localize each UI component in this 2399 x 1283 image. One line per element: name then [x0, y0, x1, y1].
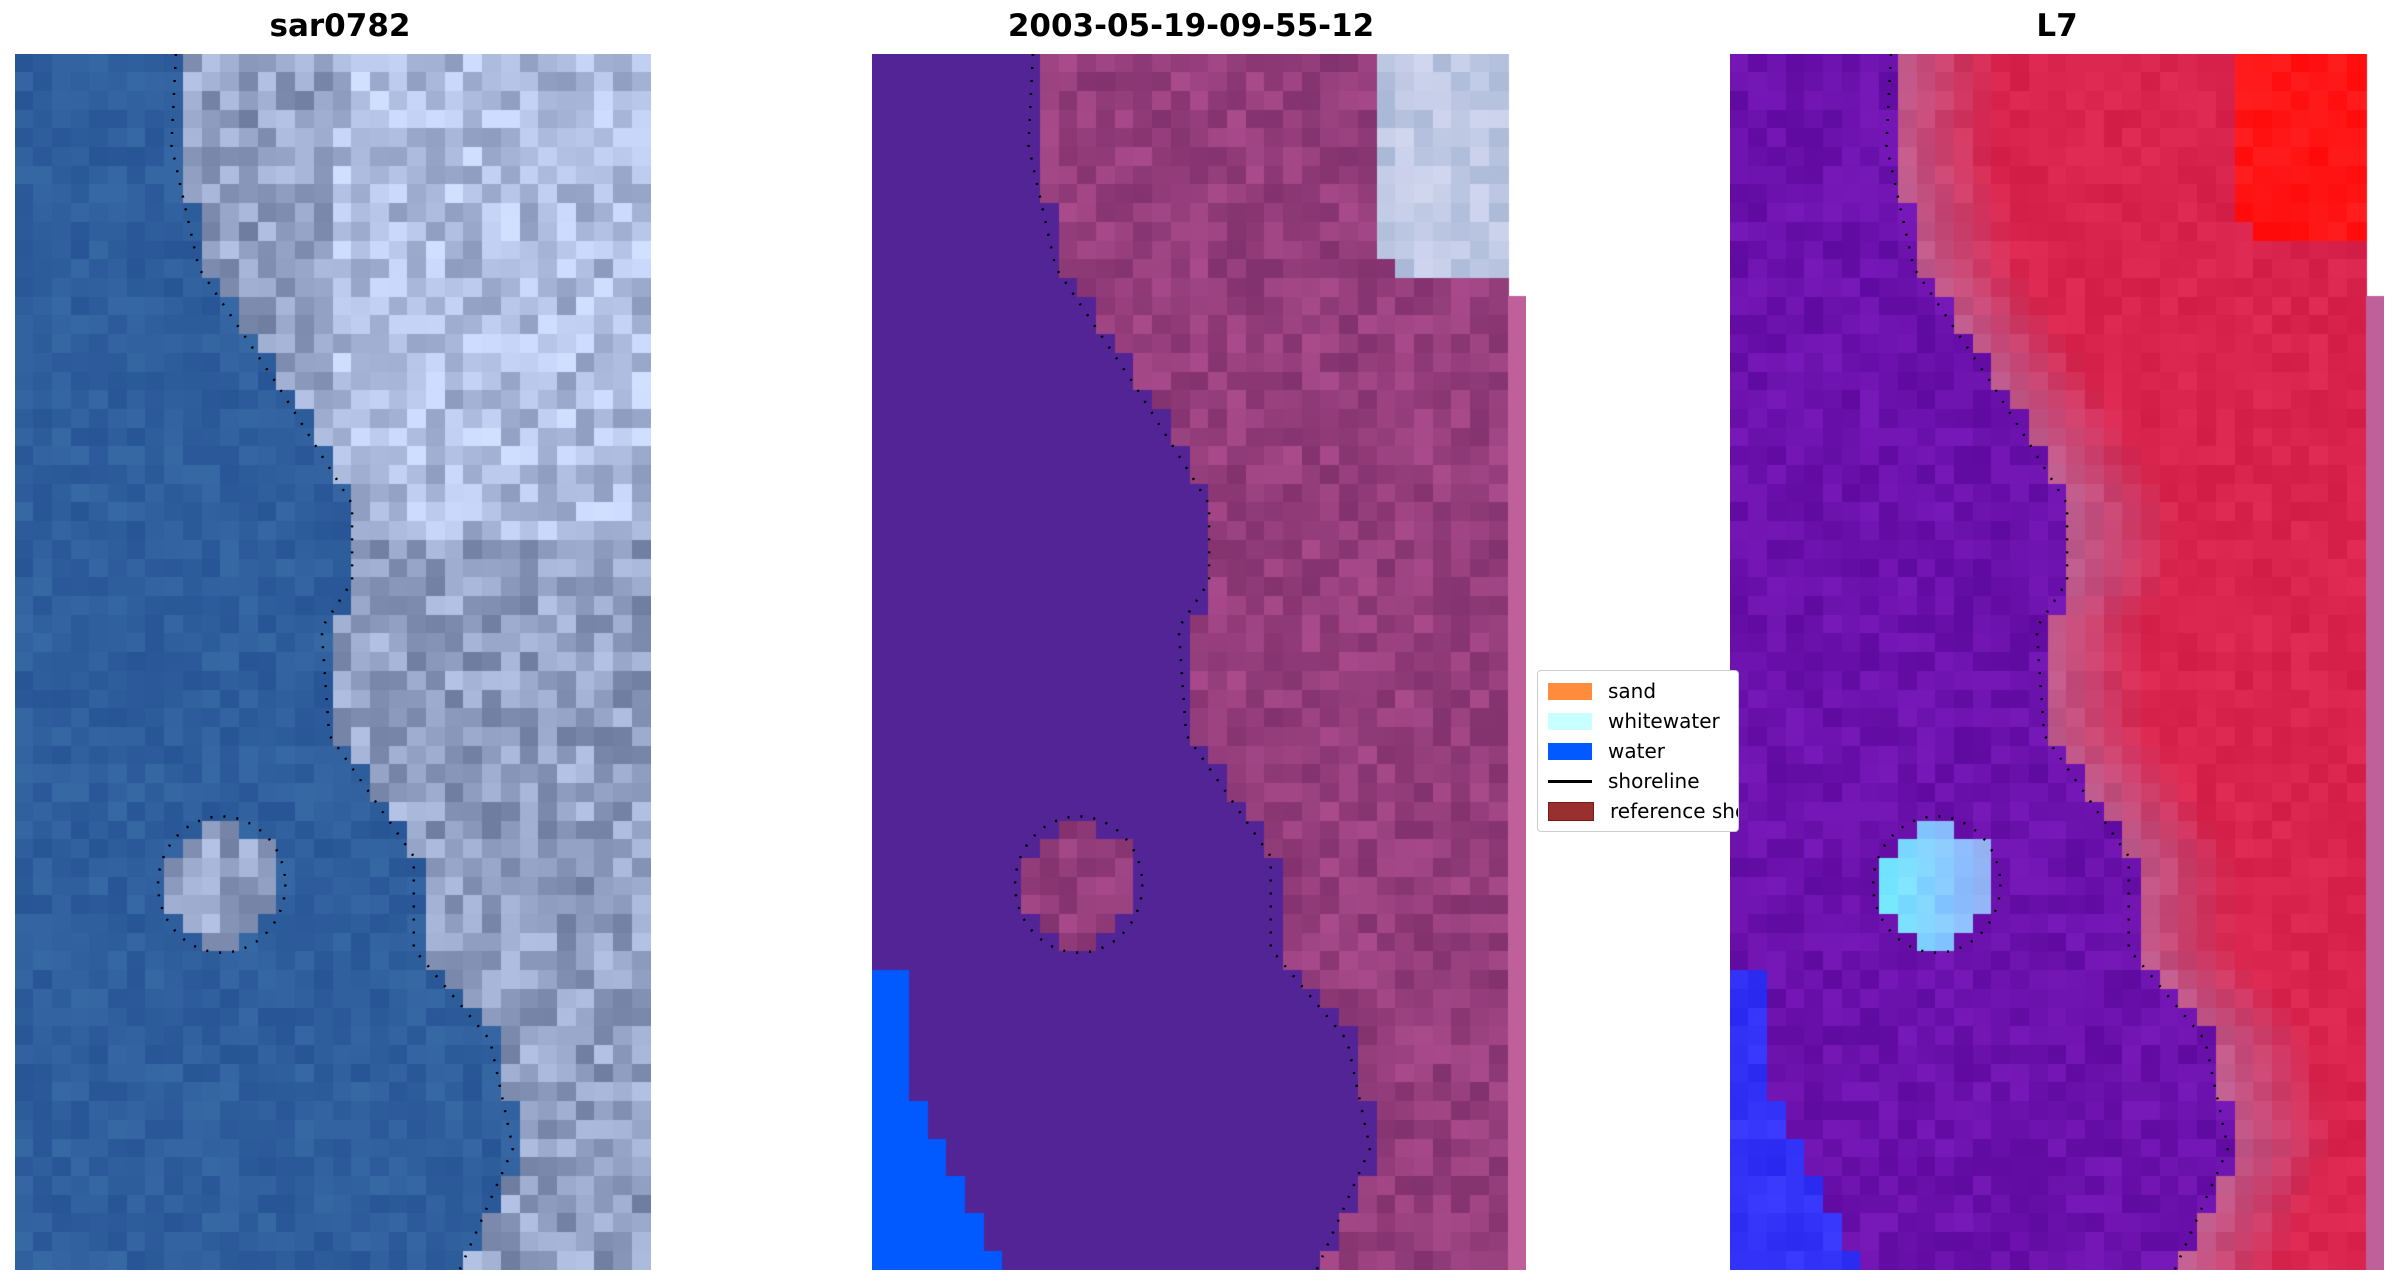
shoreline-overlay: [156, 54, 515, 1270]
legend-label: sand: [1608, 679, 1657, 703]
legend-label: water: [1608, 739, 1665, 763]
legend: sand whitewater water shoreline referenc…: [1537, 670, 1739, 832]
satellite-image: [15, 54, 651, 1270]
shoreline-overlay: [1013, 54, 1372, 1270]
sand-swatch: [1548, 682, 1592, 700]
island-shoreline: [156, 815, 287, 954]
shoreline-overlay: [1871, 54, 2230, 1270]
shoreline: [170, 54, 515, 1270]
legend-label: reference shoreline: [1610, 799, 1738, 823]
shoreline-line-icon: [1548, 779, 1592, 783]
legend-label: shoreline: [1608, 769, 1700, 793]
legend-item-sand: sand: [1548, 679, 1656, 703]
reference-shoreline-swatch: [1548, 801, 1594, 821]
panel-title-3: L7: [2036, 8, 2078, 44]
legend-item-water: water: [1548, 739, 1665, 763]
legend-item-whitewater: whitewater: [1548, 709, 1720, 733]
water-swatch: [1548, 742, 1592, 760]
panel-title-1: sar0782: [269, 8, 411, 44]
legend-label: whitewater: [1608, 709, 1720, 733]
panel-title-2: 2003-05-19-09-55-12: [1007, 8, 1375, 44]
shoreline: [1027, 54, 1372, 1270]
satellite-image: [872, 54, 1526, 1270]
legend-item-shoreline: shoreline: [1548, 769, 1700, 793]
shoreline: [1885, 54, 2230, 1270]
whitewater-swatch: [1548, 712, 1592, 730]
island-shoreline: [1871, 815, 2002, 954]
legend-item-reference-shoreline: reference shoreline: [1548, 799, 1738, 823]
satellite-image: [1730, 54, 2384, 1270]
island-shoreline: [1013, 815, 1144, 954]
